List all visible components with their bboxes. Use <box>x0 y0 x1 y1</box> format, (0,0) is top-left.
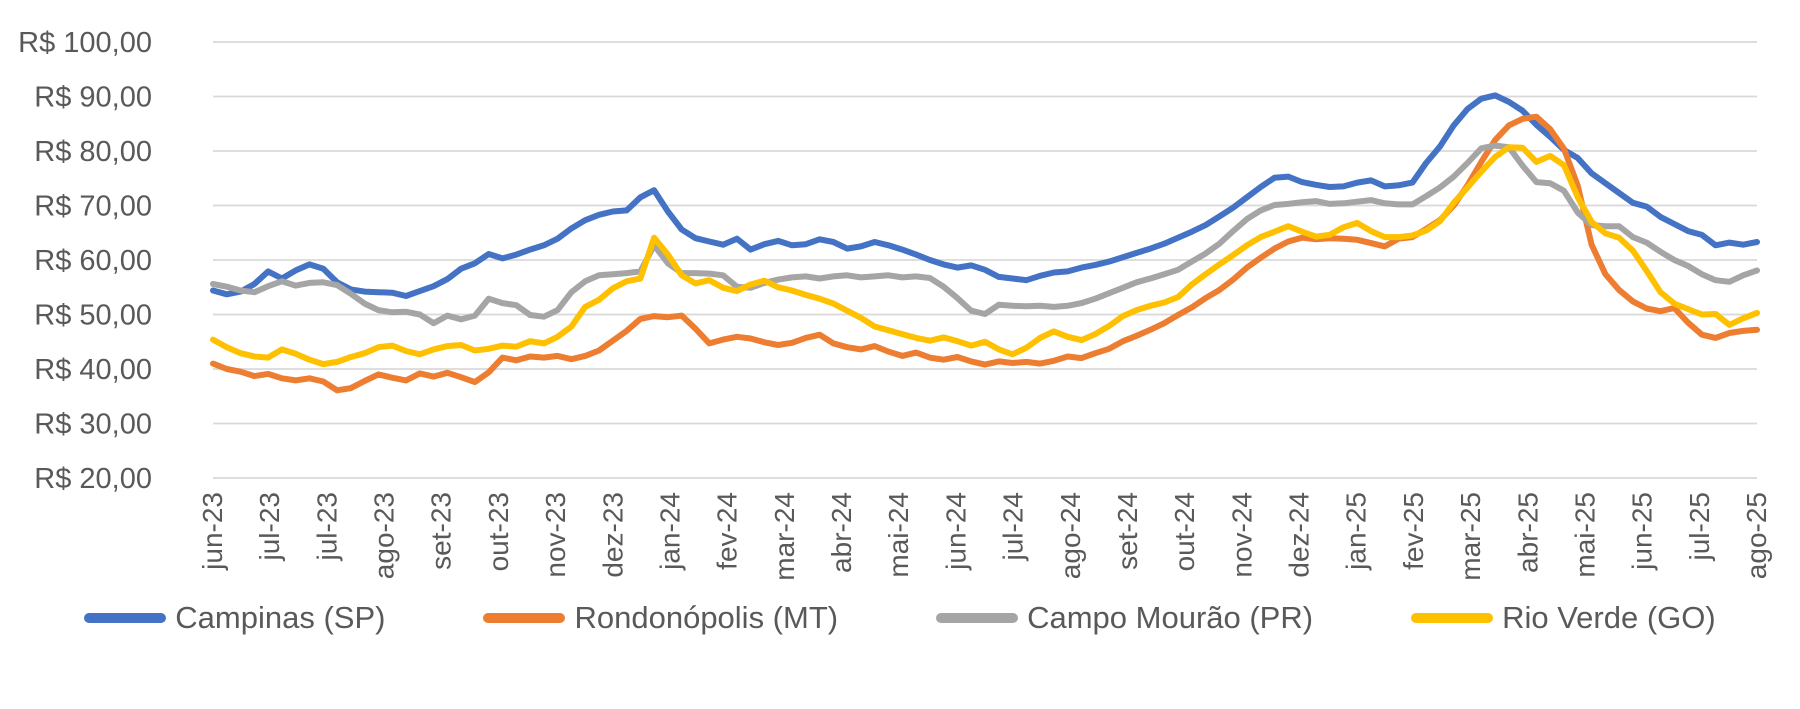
x-axis-tick-labels: jun-23 jul-23 jul-23 ago-23 set-23 out-23 nov-… <box>197 492 1772 581</box>
x-tick-label: set-24 <box>1112 492 1143 570</box>
chart-legend: Campinas (SP) Rondonópolis (MT) Campo Mo… <box>0 600 1800 636</box>
y-tick-label: R$ 30,00 <box>34 409 152 441</box>
y-axis-tick-labels: R$ 100,00 R$ 90,00 R$ 80,00 R$ 70,00 R$ 60,0… <box>18 27 152 495</box>
y-tick-label: R$ 60,00 <box>34 245 152 277</box>
x-tick-label: nov-24 <box>1226 492 1257 578</box>
legend-label-rondonopolis-mt: Rondonópolis (MT) <box>574 600 839 635</box>
x-tick-label: out-23 <box>483 492 514 571</box>
x-tick-label: mar-24 <box>769 492 800 581</box>
x-tick-label: set-23 <box>426 492 457 570</box>
x-tick-label: jul-24 <box>998 492 1029 561</box>
legend-label-rio-verde-go: Rio Verde (GO) <box>1502 600 1716 635</box>
y-tick-label: R$ 90,00 <box>34 82 152 114</box>
series-campo-mour-o-pr <box>210 142 1760 327</box>
legend-item-campo-mourao-pr: Campo Mourão (PR) <box>936 600 1313 636</box>
series-rio-verde-go <box>210 144 1760 368</box>
y-tick-label: R$ 70,00 <box>34 191 152 223</box>
x-tick-label: jul-23 <box>254 492 285 561</box>
x-tick-label: ago-23 <box>369 492 400 579</box>
x-tick-label: jan-24 <box>654 492 685 571</box>
x-tick-label: jul-25 <box>1684 492 1715 561</box>
legend-swatch-campinas-sp-icon <box>84 613 167 623</box>
x-tick-label: mai-24 <box>883 492 914 578</box>
x-tick-label: jul-23 <box>311 492 342 561</box>
legend-swatch-rondonopolis-mt-icon <box>483 613 566 623</box>
x-tick-label: jun-23 <box>197 492 228 571</box>
x-tick-label: fev-24 <box>712 492 743 570</box>
x-tick-label: mai-25 <box>1569 492 1600 578</box>
x-tick-label: dez-24 <box>1284 492 1315 578</box>
y-tick-label: R$ 100,00 <box>18 27 152 59</box>
legend-swatch-rio-verde-go-icon <box>1411 613 1494 623</box>
x-tick-label: ago-25 <box>1741 492 1772 579</box>
x-tick-label: out-24 <box>1169 492 1200 571</box>
y-tick-label: R$ 40,00 <box>34 354 152 386</box>
legend-label-campinas-sp: Campinas (SP) <box>175 600 386 635</box>
x-tick-label: jun-25 <box>1627 492 1658 571</box>
x-tick-label: abr-25 <box>1512 492 1543 573</box>
series-rondon-polis-mt <box>210 113 1760 394</box>
chart-canvas: R$ 100,00 R$ 90,00 R$ 80,00 R$ 70,00 R$ 60,0… <box>18 27 1772 581</box>
legend-label-campo-mourao-pr: Campo Mourão (PR) <box>1027 600 1314 635</box>
x-tick-label: nov-23 <box>540 492 571 578</box>
y-tick-label: R$ 80,00 <box>34 136 152 168</box>
gridlines <box>213 41 1757 479</box>
x-tick-label: mar-25 <box>1455 492 1486 581</box>
x-tick-label: fev-25 <box>1398 492 1429 570</box>
x-tick-label: dez-23 <box>597 492 628 578</box>
x-tick-label: ago-24 <box>1055 492 1086 579</box>
y-tick-label: R$ 50,00 <box>34 300 152 332</box>
x-tick-label: abr-24 <box>826 492 857 573</box>
y-tick-label: R$ 20,00 <box>34 463 152 495</box>
x-tick-label: jan-25 <box>1341 492 1372 571</box>
x-tick-label: jun-24 <box>940 492 971 571</box>
legend-item-rio-verde-go: Rio Verde (GO) <box>1411 600 1716 636</box>
legend-swatch-campo-mourao-pr-icon <box>936 613 1019 623</box>
series-campinas-sp <box>210 92 1760 299</box>
legend-item-campinas-sp: Campinas (SP) <box>84 600 385 636</box>
legend-item-rondonopolis-mt: Rondonópolis (MT) <box>483 600 838 636</box>
